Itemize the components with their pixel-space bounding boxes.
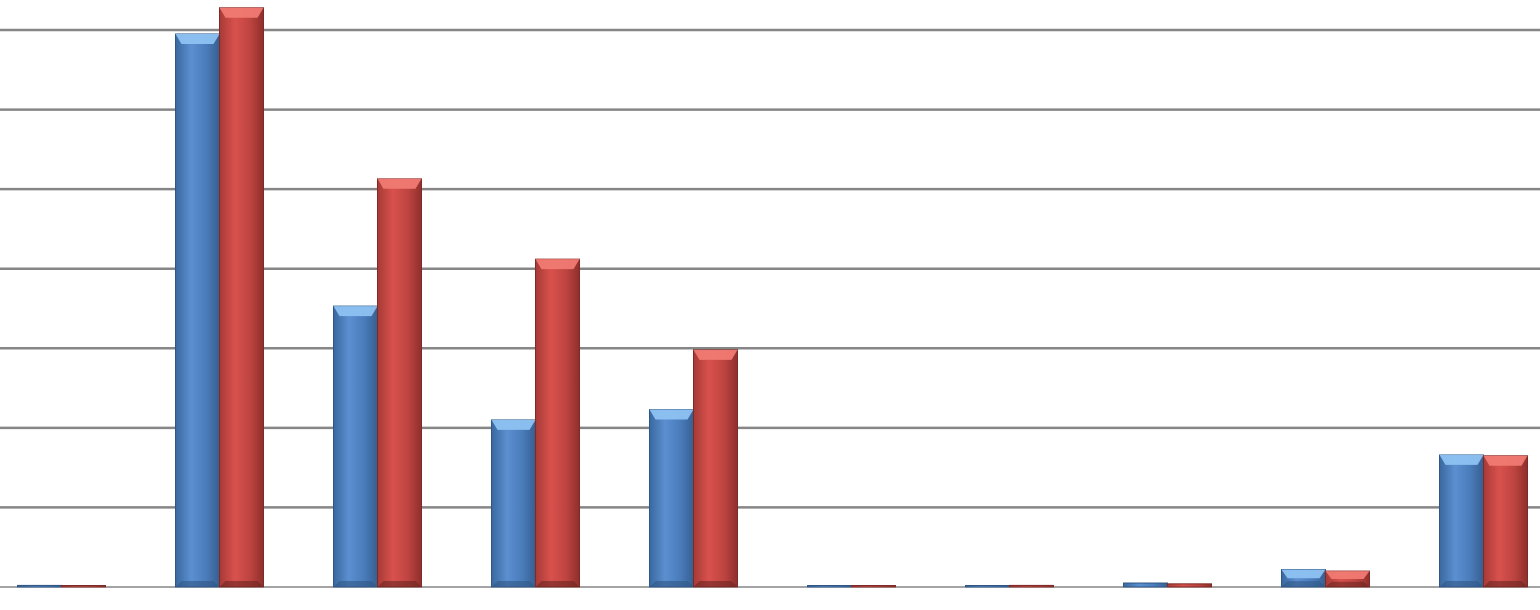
bar-bevel-bottom bbox=[1439, 581, 1484, 587]
bar-bevel-bottom bbox=[333, 581, 378, 587]
bar-body bbox=[61, 585, 106, 588]
bar-bevel bbox=[219, 7, 264, 18]
bar-bevel bbox=[535, 259, 580, 270]
bar-bevel-bottom bbox=[219, 581, 264, 587]
bar-body bbox=[219, 7, 264, 588]
bar-bevel bbox=[1483, 455, 1528, 466]
bar-10-series-2 bbox=[1483, 455, 1528, 588]
bar-bevel-bottom bbox=[1281, 581, 1326, 587]
bar-bevel bbox=[1325, 571, 1370, 580]
bar-bevel-bottom bbox=[649, 581, 694, 587]
bar-2-series-2 bbox=[219, 7, 264, 588]
bar-bevel bbox=[649, 409, 694, 420]
bar-body bbox=[1167, 583, 1212, 588]
bar-body bbox=[1009, 584, 1054, 588]
bar-body bbox=[1439, 454, 1484, 588]
bar-7-series-2 bbox=[1009, 584, 1054, 588]
bar-bevel bbox=[1281, 569, 1326, 579]
bar-body bbox=[333, 305, 378, 588]
bar-bevel bbox=[693, 349, 738, 360]
bar-bevel-bottom bbox=[693, 581, 738, 587]
bar-5-series-1 bbox=[649, 409, 694, 588]
bar-bevel-bottom bbox=[535, 581, 580, 587]
bar-body bbox=[491, 419, 536, 588]
bar-body bbox=[175, 33, 220, 588]
bar-body bbox=[17, 584, 62, 588]
bar-bevel bbox=[377, 178, 422, 189]
bar-9-series-2 bbox=[1325, 570, 1370, 588]
bar-bevel-bottom bbox=[175, 581, 220, 587]
bar-7-series-1 bbox=[965, 585, 1010, 588]
bar-9-series-1 bbox=[1281, 568, 1326, 588]
bar-8-series-1 bbox=[1123, 582, 1168, 588]
bar-8-series-2 bbox=[1167, 583, 1212, 588]
bar-body bbox=[649, 409, 694, 588]
bars bbox=[17, 7, 1528, 588]
bar-4-series-2 bbox=[535, 258, 580, 588]
bar-1-series-2 bbox=[61, 585, 106, 588]
bar-bevel bbox=[175, 33, 220, 44]
bar-body bbox=[1123, 582, 1168, 588]
bar-bevel bbox=[491, 419, 536, 430]
bar-3-series-1 bbox=[333, 305, 378, 588]
bar-10-series-1 bbox=[1439, 454, 1484, 588]
bar-body bbox=[377, 178, 422, 588]
bar-bevel-bottom bbox=[1483, 581, 1528, 587]
bar-body bbox=[851, 585, 896, 588]
bar-bevel-bottom bbox=[491, 581, 536, 587]
bar-body bbox=[535, 258, 580, 588]
bar-5-series-2 bbox=[693, 349, 738, 588]
bar-bevel bbox=[333, 306, 378, 317]
bar-body bbox=[1483, 455, 1528, 588]
bar-bevel bbox=[1439, 454, 1484, 465]
bar-body bbox=[807, 585, 852, 588]
bar-3-series-2 bbox=[377, 178, 422, 588]
bar-2-series-1 bbox=[175, 33, 220, 588]
bar-4-series-1 bbox=[491, 419, 536, 588]
bar-1-series-1 bbox=[17, 584, 62, 588]
bar-bevel-bottom bbox=[377, 581, 422, 587]
bar-bevel-bottom bbox=[1325, 581, 1370, 587]
bar-6-series-1 bbox=[807, 585, 852, 588]
bar-body bbox=[965, 585, 1010, 588]
bar-body bbox=[693, 349, 738, 588]
bar-6-series-2 bbox=[851, 585, 896, 588]
